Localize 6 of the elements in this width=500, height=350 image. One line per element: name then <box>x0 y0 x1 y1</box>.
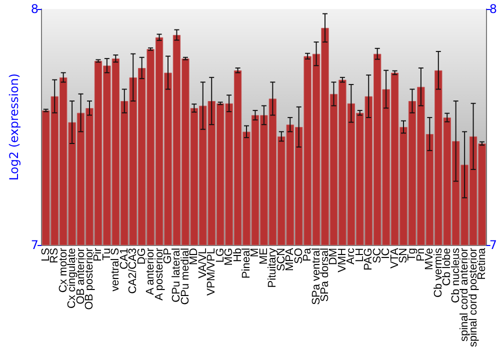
x-tick-label: OB posterior <box>84 248 96 310</box>
y-axis-title: Log2 (expression) <box>7 73 21 180</box>
y2-tick-label: 8 <box>489 2 498 16</box>
x-tick-label: Tg <box>406 248 418 261</box>
y2-tick-label: 7 <box>489 238 498 252</box>
x-tick-label: A posterior <box>153 248 166 301</box>
